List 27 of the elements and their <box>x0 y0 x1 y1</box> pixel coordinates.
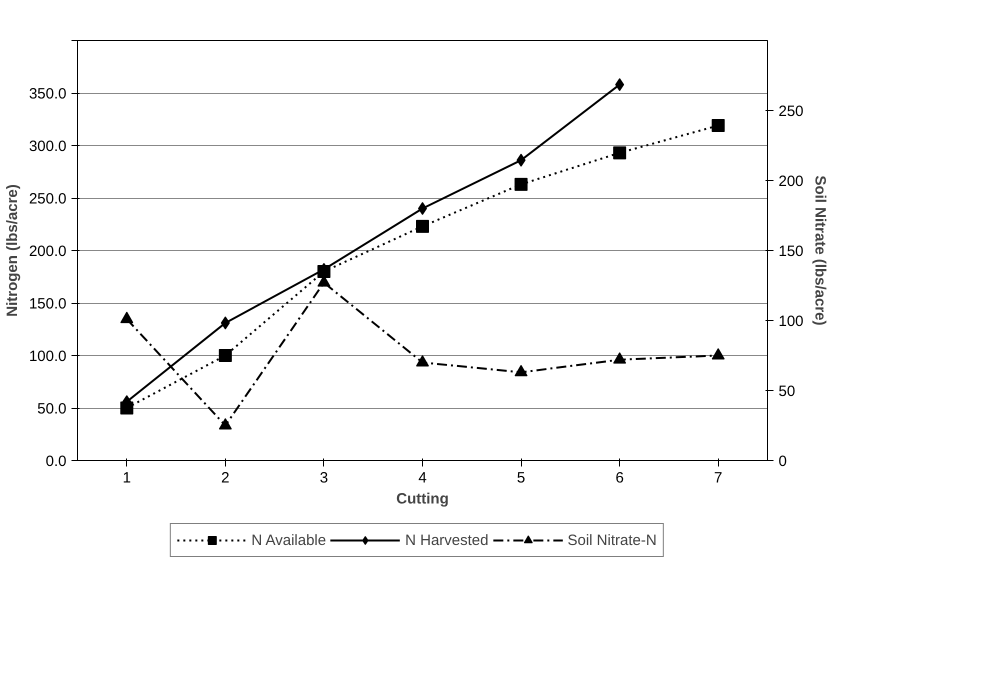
y2-axis-title: Soil Nitrate (lbs/acre) <box>812 175 829 326</box>
x-axis-title: Cutting <box>396 490 449 508</box>
y-tick-label: 300.0 <box>28 138 67 155</box>
x-tick-label: 4 <box>418 470 427 486</box>
x-tick-label: 3 <box>320 470 328 486</box>
y2-tick-label: 200 <box>778 173 804 190</box>
y2-tick-label: 250 <box>778 103 804 120</box>
x-tick-label: 5 <box>516 470 526 486</box>
y2-tick-label: 150 <box>778 243 804 260</box>
y-tick-label: 350.0 <box>28 86 67 102</box>
y-tick-label: 0.0 <box>46 453 67 470</box>
legend-label: N Harvested <box>405 532 488 548</box>
x-tick-label: 6 <box>615 470 624 486</box>
y2-tick-label: 100 <box>778 313 804 330</box>
y-tick-label: 50.0 <box>37 400 67 418</box>
y2-tick-label: 0 <box>778 453 787 470</box>
y-tick-label: 250.0 <box>28 190 67 208</box>
y-tick-label: 100.0 <box>28 348 67 365</box>
y-tick-label: 150.0 <box>28 296 67 312</box>
x-tick-label: 7 <box>714 470 722 486</box>
x-tick-label: 1 <box>122 470 131 486</box>
legend-label: N Available <box>251 532 326 548</box>
x-tick-label: 2 <box>221 470 230 486</box>
y-axis-title: Nitrogen (lbs/acre) <box>4 184 21 317</box>
y-tick-label: 200.0 <box>28 243 67 260</box>
y2-tick-label: 50 <box>778 383 796 400</box>
legend-label: Soil Nitrate-N <box>567 532 657 548</box>
